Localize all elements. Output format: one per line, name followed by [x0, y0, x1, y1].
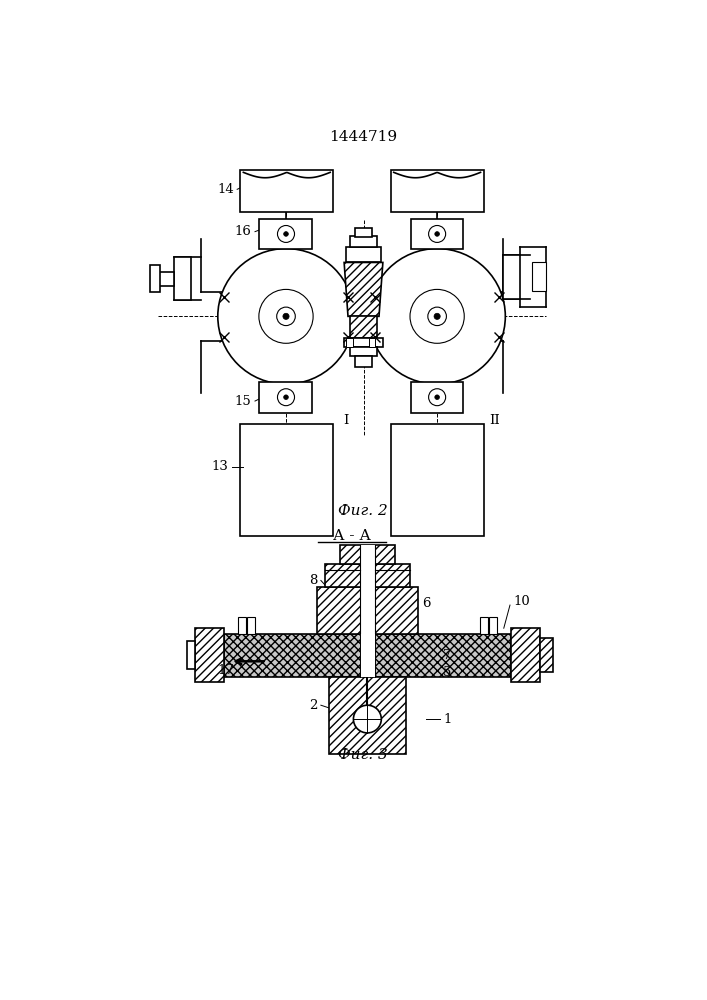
Bar [355, 228, 372, 237]
Bar [259, 219, 312, 249]
Bar [532, 262, 547, 291]
Bar [247, 617, 255, 634]
Text: 15: 15 [235, 395, 251, 408]
Text: I: I [343, 414, 349, 427]
Bar [340, 545, 395, 564]
Bar [540, 638, 553, 672]
Text: 16: 16 [234, 225, 251, 238]
Circle shape [369, 249, 506, 384]
Bar [411, 382, 464, 413]
Bar [259, 382, 312, 413]
Circle shape [428, 307, 446, 326]
Bar [349, 316, 378, 338]
Text: 1444719: 1444719 [329, 130, 397, 144]
Bar [329, 677, 406, 754]
Circle shape [434, 313, 440, 319]
Bar [187, 641, 194, 669]
Bar [503, 255, 520, 299]
Circle shape [354, 705, 381, 733]
Circle shape [428, 225, 445, 242]
Bar [346, 338, 353, 347]
Bar [154, 272, 175, 286]
Bar [411, 219, 464, 249]
Bar [369, 338, 375, 347]
Circle shape [259, 289, 313, 343]
Bar [174, 257, 191, 300]
Text: Фиг. 2: Фиг. 2 [338, 504, 387, 518]
Bar [355, 356, 372, 367]
Text: 13: 13 [211, 460, 228, 473]
Circle shape [283, 313, 289, 319]
Text: 2: 2 [309, 699, 317, 712]
Circle shape [277, 389, 295, 406]
Bar [151, 265, 160, 292]
Text: 1: 1 [443, 713, 452, 726]
Bar [391, 170, 484, 212]
Text: II: II [489, 414, 500, 427]
Bar [238, 617, 246, 634]
Bar [325, 564, 410, 587]
Bar [346, 247, 381, 262]
Circle shape [435, 232, 440, 236]
Bar [349, 347, 378, 356]
Text: 10: 10 [513, 595, 530, 608]
Bar [351, 235, 377, 247]
Bar [360, 545, 375, 634]
Bar [360, 634, 375, 677]
Bar [194, 628, 224, 682]
Circle shape [428, 389, 445, 406]
Circle shape [218, 249, 354, 384]
Bar [391, 424, 484, 536]
Circle shape [284, 395, 288, 400]
Text: А - А: А - А [333, 529, 370, 543]
Text: 8: 8 [309, 574, 317, 587]
Circle shape [284, 232, 288, 236]
Bar [344, 338, 383, 347]
Circle shape [276, 307, 296, 326]
Text: 6: 6 [421, 597, 430, 610]
Circle shape [277, 225, 295, 242]
Bar [480, 617, 488, 634]
Text: 5: 5 [443, 666, 452, 679]
Bar [240, 424, 333, 536]
Text: 14: 14 [217, 183, 234, 196]
Text: 7: 7 [443, 649, 452, 662]
Circle shape [435, 395, 440, 400]
Bar [510, 628, 540, 682]
Text: 17: 17 [217, 664, 234, 677]
Bar [240, 170, 333, 212]
Bar [317, 587, 418, 634]
Circle shape [410, 289, 464, 343]
Bar [224, 634, 510, 677]
Text: Фиг. 3: Фиг. 3 [338, 748, 387, 762]
Polygon shape [344, 262, 383, 316]
Bar [489, 617, 497, 634]
